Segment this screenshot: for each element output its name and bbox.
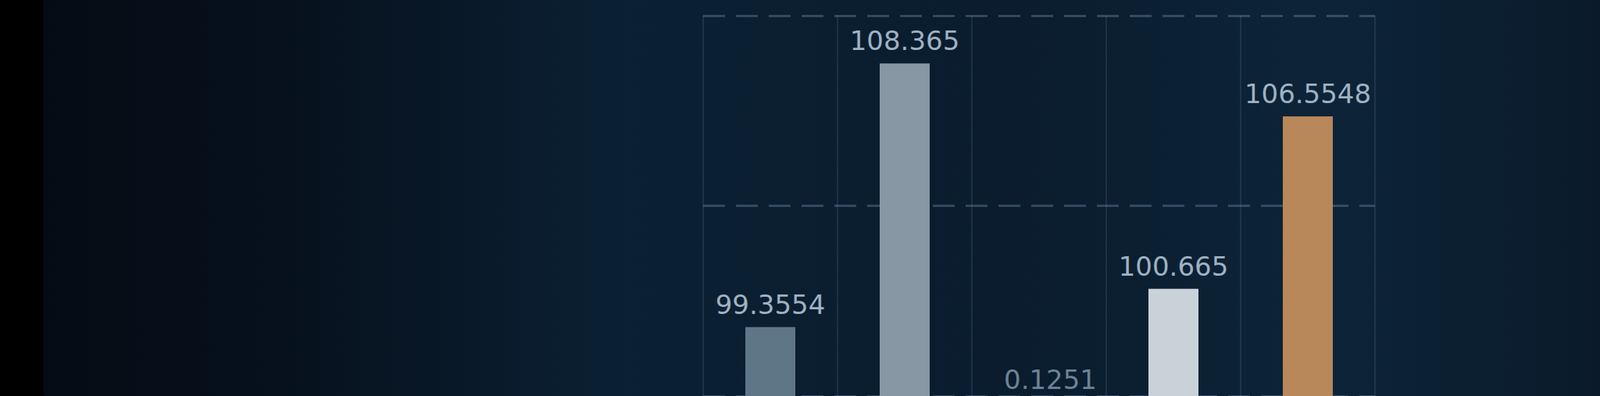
svg-text:0.1251: 0.1251 xyxy=(1003,364,1097,396)
svg-text:99.3554: 99.3554 xyxy=(715,289,826,321)
svg-text:100.665: 100.665 xyxy=(1118,250,1229,283)
svg-text:108.365: 108.365 xyxy=(850,25,961,57)
svg-text:106.5548: 106.5548 xyxy=(1244,78,1372,110)
